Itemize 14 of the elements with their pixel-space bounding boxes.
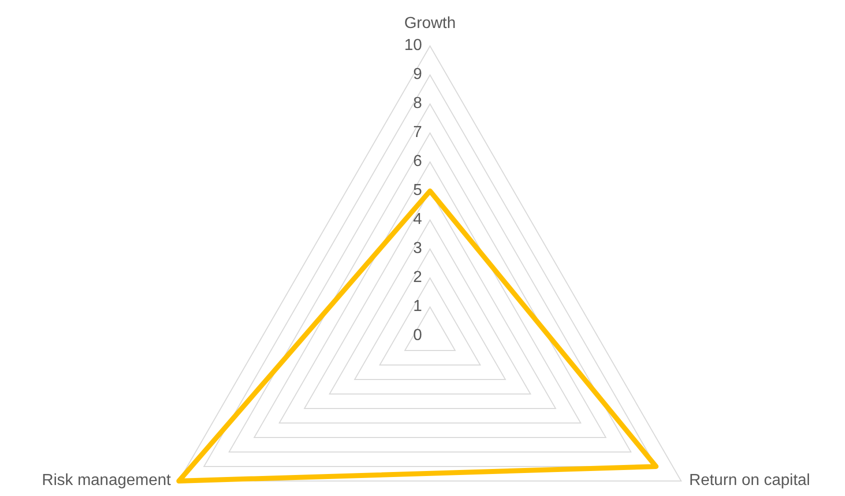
y-tick-label: 1 [413, 298, 422, 316]
y-tick-label: 0 [413, 327, 422, 344]
y-tick-label: 4 [413, 211, 422, 228]
spoke-label: Risk management [42, 472, 172, 490]
y-tick-label: 3 [413, 240, 422, 258]
y-tick-label: 10 [404, 37, 422, 54]
y-tick-label: 6 [413, 153, 422, 170]
y-tick-label: 8 [413, 95, 422, 112]
spoke-label: Growth [404, 15, 456, 32]
y-tick-label: 9 [413, 66, 422, 84]
y-tick-label: 5 [413, 182, 422, 200]
y-tick-label: 7 [413, 124, 422, 142]
y-tick-label: 2 [413, 269, 422, 286]
spoke-label: Return on capital [689, 472, 810, 490]
